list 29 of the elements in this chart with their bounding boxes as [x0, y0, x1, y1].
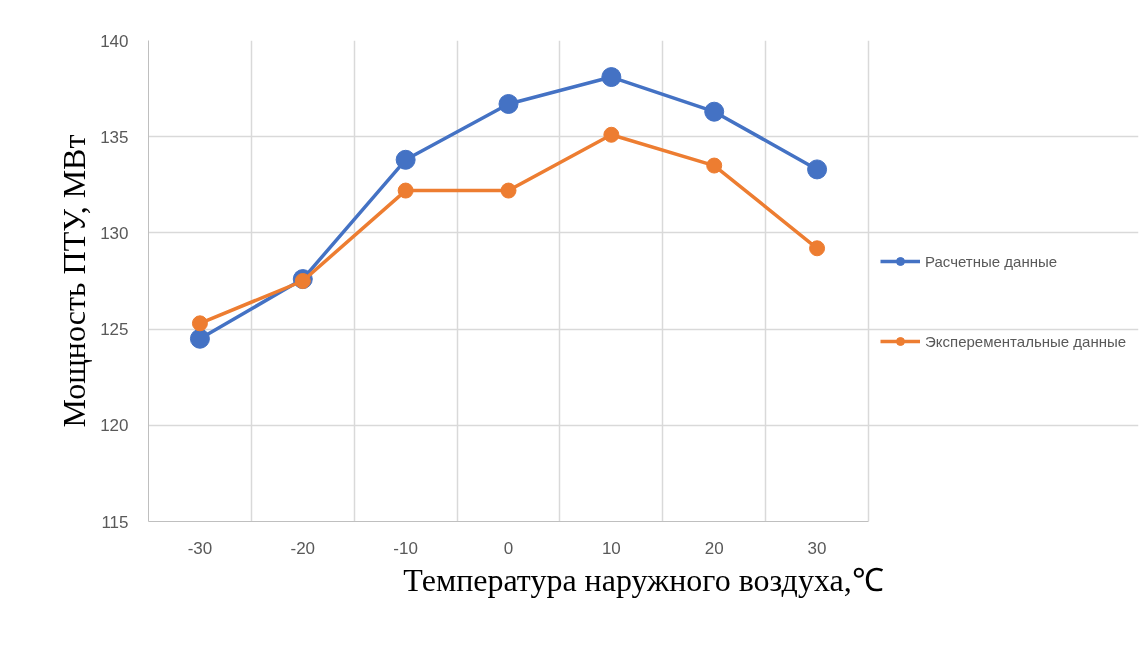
point [603, 126, 620, 143]
point [500, 182, 517, 199]
point [704, 101, 725, 122]
y-tick-label: 140 [100, 31, 129, 51]
y-tick-label: 125 [100, 320, 129, 340]
point [706, 157, 723, 174]
point [809, 240, 826, 257]
x-tick-label: -30 [187, 538, 213, 558]
x-axis-title: Температура наружного воздуха,℃ [403, 561, 884, 598]
x-tick-label: 30 [807, 538, 827, 558]
point [191, 315, 208, 332]
point [807, 159, 828, 180]
y-tick-label: 135 [100, 127, 129, 147]
x-tick-label: -10 [393, 538, 418, 558]
legend-label: Расчетные данные [925, 252, 1058, 270]
x-tick-label: 10 [601, 538, 621, 558]
point [397, 182, 414, 199]
point [498, 94, 519, 114]
y-tick-label: 115 [101, 512, 129, 532]
legend-label: Эксперементальные данные [925, 332, 1127, 350]
y-axis-title: Мощность ПТУ, МВт [56, 134, 93, 428]
x-tick-label: 0 [503, 538, 514, 558]
point [189, 328, 210, 349]
x-tick-label: 20 [704, 538, 724, 558]
x-tick-label: -20 [290, 538, 316, 558]
y-tick-label: 130 [100, 223, 129, 243]
y-tick-label: 120 [100, 416, 129, 436]
point [395, 149, 416, 170]
point [601, 67, 622, 88]
